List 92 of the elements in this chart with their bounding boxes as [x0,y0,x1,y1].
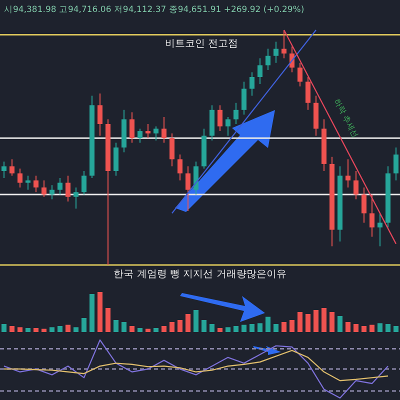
candlestick [306,76,310,110]
bar [306,314,310,332]
bar [146,328,150,332]
bar [218,328,222,332]
bar [266,316,270,332]
bar [98,292,102,332]
candlestick [346,158,350,188]
candlestick [154,126,158,141]
candlestick [282,30,286,59]
bar [314,310,318,332]
candlestick [42,180,46,198]
bar [50,327,54,332]
bar [370,324,374,332]
bar [394,326,398,332]
candlestick [2,161,6,179]
bar [354,324,358,332]
bar [18,327,22,332]
bar [162,326,166,332]
bar [362,326,366,332]
bar [170,322,174,332]
candlestick [258,58,262,85]
bar [74,327,78,332]
candlestick [138,128,142,144]
bar [194,310,198,332]
bar [210,324,214,332]
candlestick [234,102,238,124]
candlestick [394,147,398,181]
candlestick [130,112,134,144]
candlestick [18,168,22,188]
bar [322,308,326,332]
bar [10,326,14,332]
candlestick [98,92,102,136]
bar [58,326,62,332]
bar [90,294,94,332]
candlestick [242,81,246,116]
bar [226,327,230,332]
candlestick [274,41,278,64]
candlestick [186,166,190,212]
text: 시94,381.98 고94,716.06 저94,112.37 종94,651.91 +269.92 (+0.29%) [4,5,304,15]
bar [2,324,6,332]
ref-line-label: 비트코인 전고점 [165,38,238,50]
bar [106,308,110,332]
bar [186,314,190,332]
bar [154,328,158,332]
candlestick [218,104,222,132]
ref-line-label: 한국 계엄령 뻥 지지선 거래량많은이유 [114,269,286,280]
bar [250,324,254,332]
bar [298,312,302,332]
bar [66,324,70,332]
bar [386,324,390,332]
bar [178,320,182,332]
bar [42,328,46,332]
candlestick [378,212,382,247]
candlestick [10,158,14,176]
bar [26,328,30,332]
candlestick [58,178,62,195]
candlestick [50,184,54,200]
candlestick [298,62,302,87]
bar [346,322,350,332]
candlestick [66,175,70,202]
bar [274,324,278,332]
candlestick [146,124,150,139]
bar [122,322,126,332]
candlestick [226,116,230,136]
bar [290,320,294,332]
candlestick [178,154,182,181]
candlestick [34,175,38,193]
candlestick [74,186,78,210]
bar [138,328,142,332]
candlestick [26,175,30,190]
bar [234,326,238,332]
bar [82,318,86,332]
candlestick [114,142,118,176]
candlestick [194,161,198,195]
candlestick [362,186,366,224]
bar [282,322,286,332]
bar [330,312,334,332]
candlestick [250,72,254,96]
bar [34,328,38,332]
bar [130,326,134,332]
candlestick [162,116,166,144]
bar [114,320,118,332]
candlestick [354,170,358,200]
candlestick [170,132,174,167]
candlestick [266,48,270,70]
bar [258,323,262,332]
bar [378,323,382,332]
candlestick [82,170,86,195]
candlestick [370,194,374,238]
bar [242,324,246,332]
bar [338,316,342,332]
bar [202,320,206,332]
